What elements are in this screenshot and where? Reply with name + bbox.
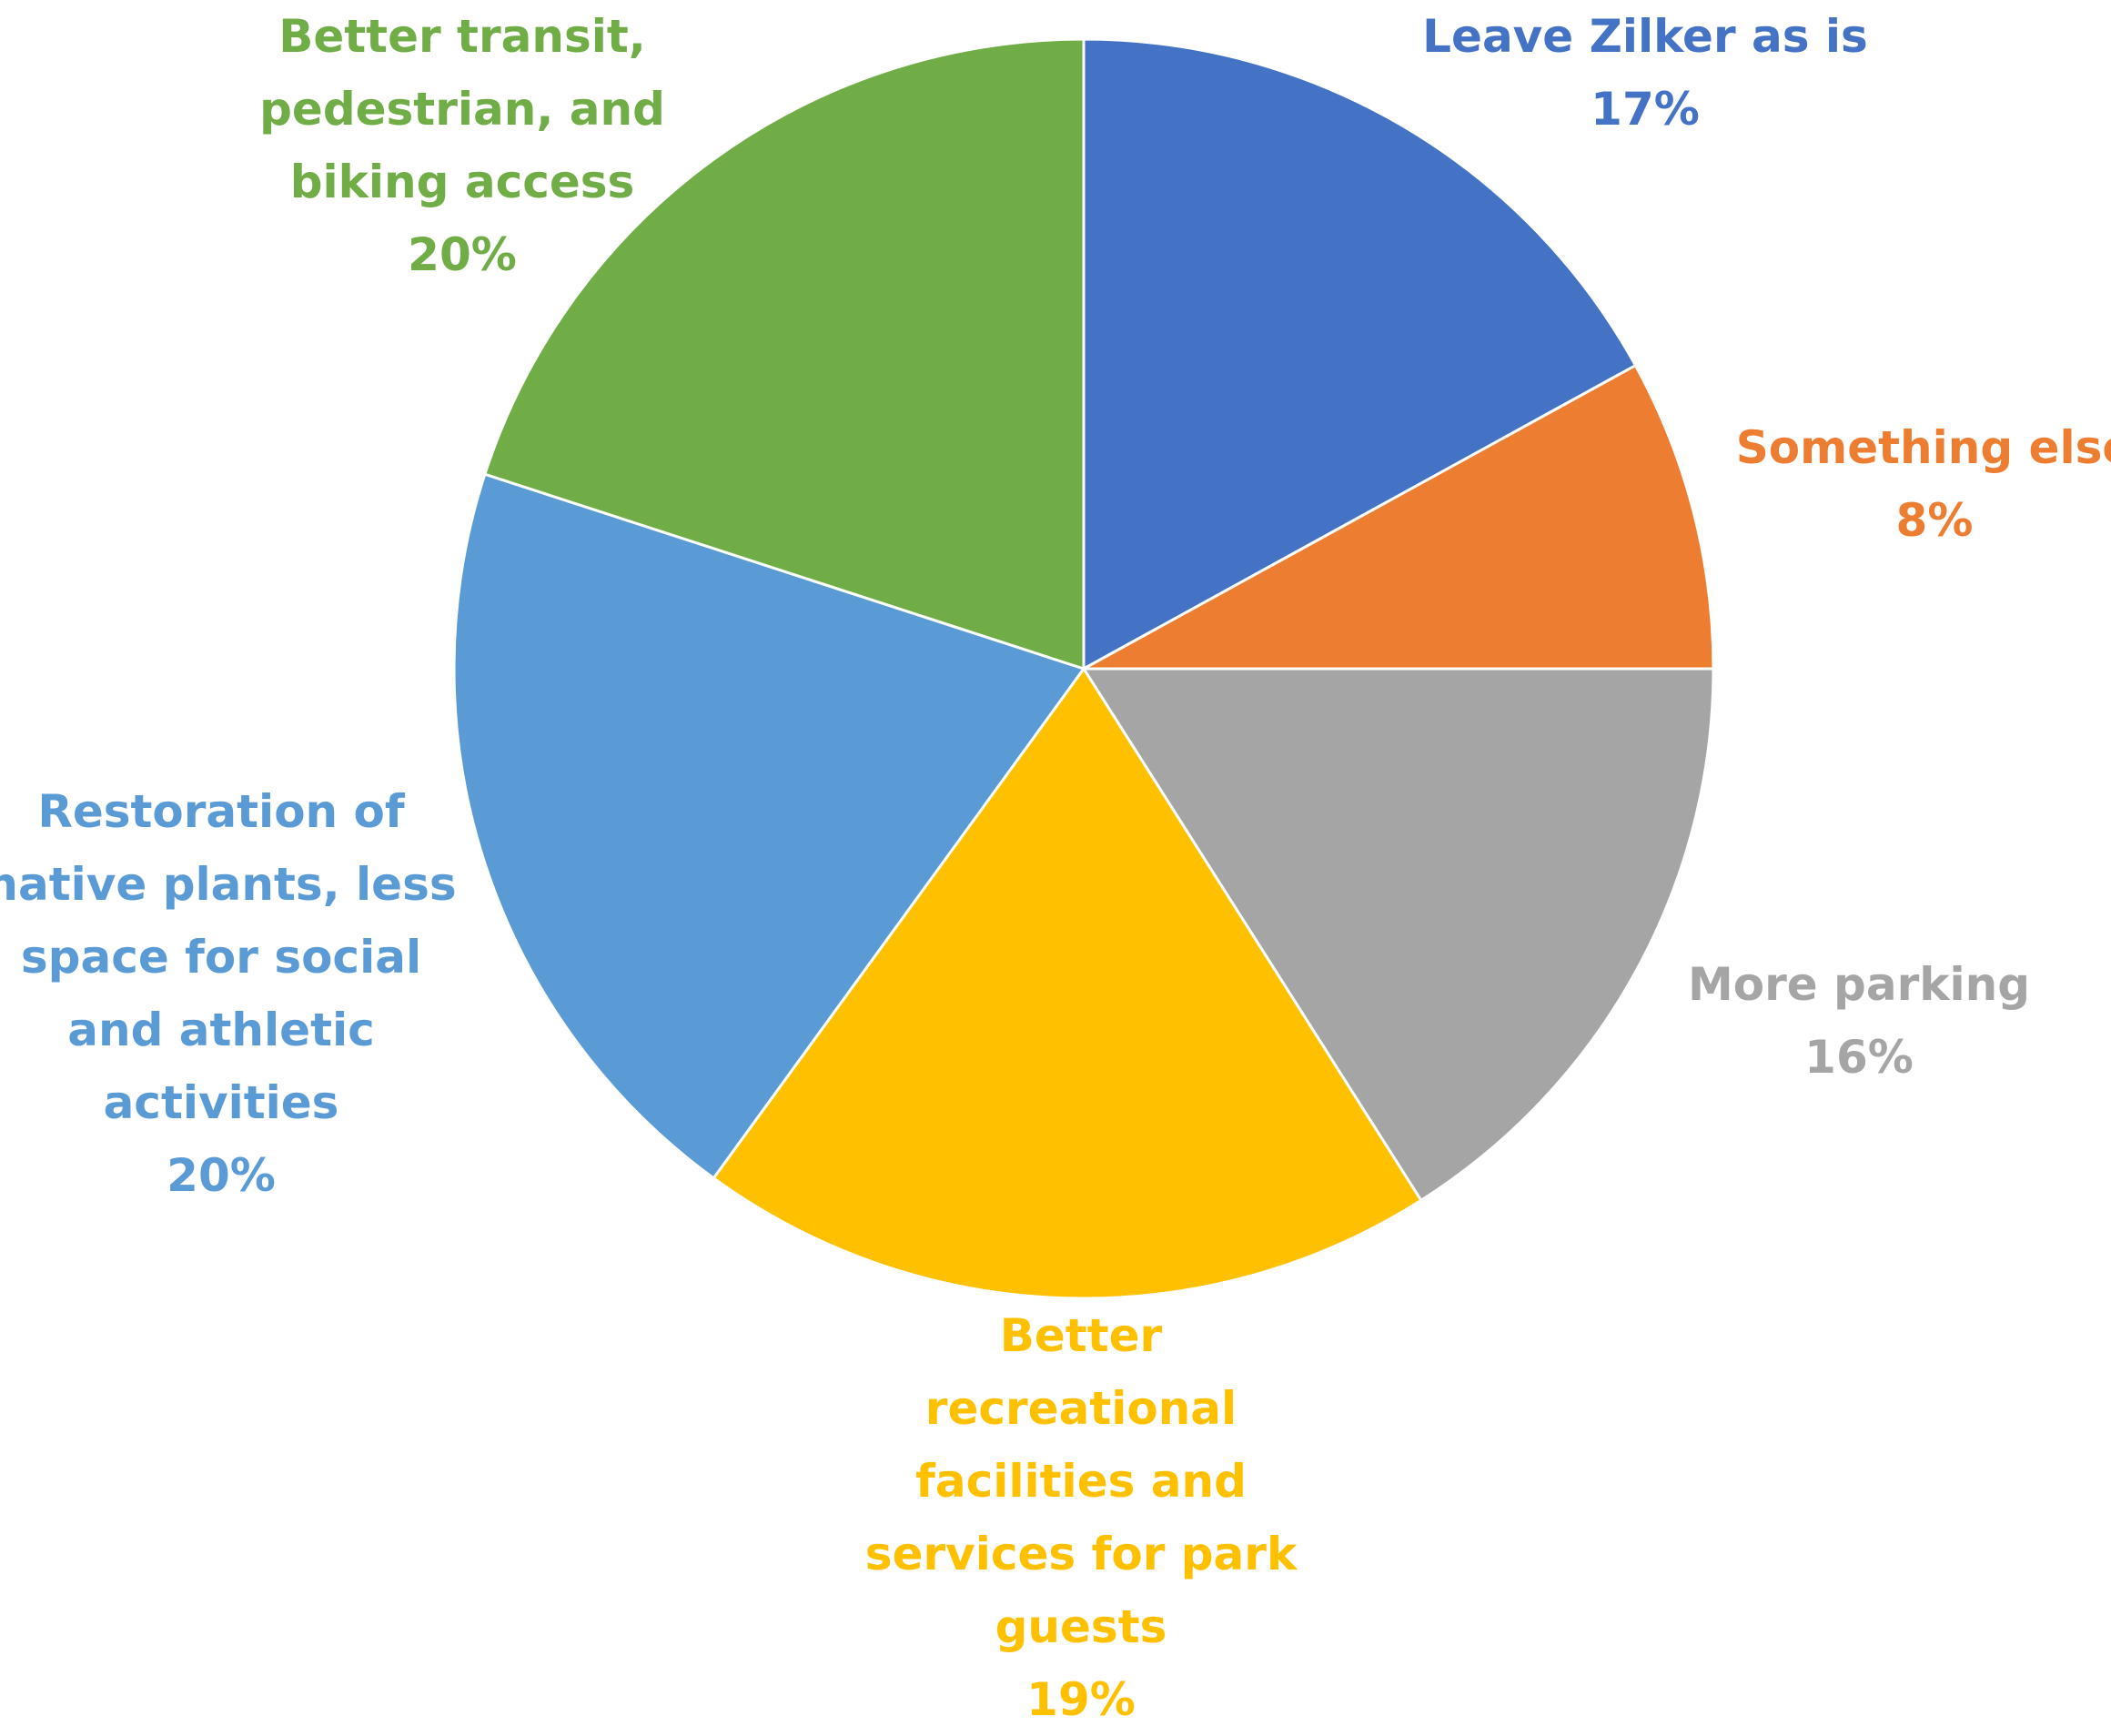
pie-slice (452, 472, 1086, 1180)
slice-label: More parking 16% (1688, 948, 2030, 1094)
slice-label-line: Restoration of (37, 785, 405, 838)
slice-label: Something else 8% (1736, 411, 2111, 557)
slice-label: Better recreational facilities and services… (865, 1299, 1297, 1736)
slice-label-line: native plants, less (0, 858, 457, 911)
pie-slice (1082, 364, 1715, 671)
slice-label-line: activities (103, 1076, 339, 1129)
pie-slice (1082, 37, 1637, 671)
slice-value-label: 19% (1026, 1673, 1136, 1726)
slice-label-line: and athletic (67, 1004, 375, 1056)
slice-label-line: guests (995, 1600, 1167, 1653)
slice-label: Leave Zilker as is 17% (1422, 0, 1868, 146)
slice-label: Restoration of native plants, less space f… (0, 775, 457, 1212)
slice-value-label: 8% (1895, 494, 1974, 547)
slice-label-line: Better (999, 1309, 1163, 1362)
slice-value-label: 16% (1804, 1031, 1914, 1084)
pie-slice (483, 37, 1086, 671)
slice-label-line: Something else (1735, 421, 2111, 474)
slice-label-line: facilities and (915, 1455, 1247, 1508)
pie-slice (1082, 667, 1715, 1202)
slice-label-line: pedestrian, and (259, 83, 665, 136)
pie-slices (452, 37, 1715, 1300)
slice-label-line: biking access (289, 156, 635, 208)
slice-value-label: 20% (167, 1149, 276, 1202)
pie-slice (712, 667, 1423, 1300)
slice-label-line: services for park (864, 1528, 1298, 1580)
slice-label-line: Leave Zilker as is (1422, 10, 1868, 63)
slice-label-line: More parking (1687, 958, 2031, 1011)
slice-label: Better transit, pedestrian, and biking acc… (259, 0, 665, 291)
slice-label-line: recreational (924, 1382, 1237, 1435)
slice-value-label: 20% (408, 228, 517, 281)
slice-label-line: Better transit, (278, 10, 646, 63)
slice-label-line: space for social (20, 931, 422, 984)
slice-value-label: 17% (1591, 83, 1700, 136)
